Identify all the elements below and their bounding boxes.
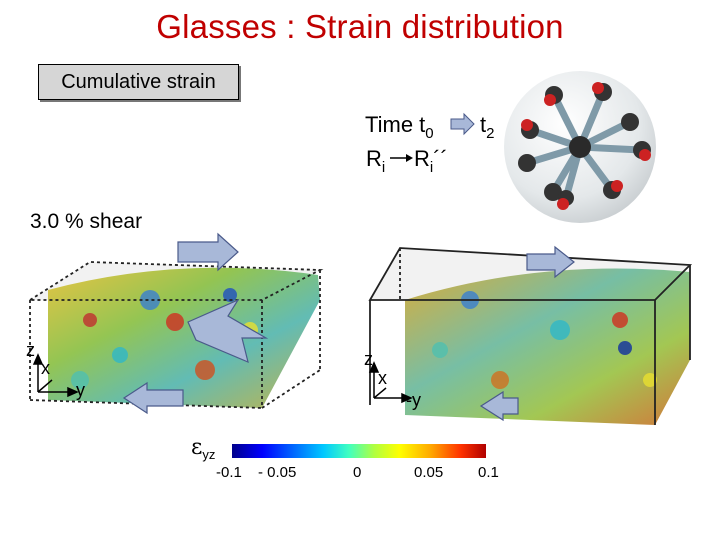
left-axes-glyph [32,353,79,398]
shear-arrow-right-top [526,245,575,279]
r-prefix: R [366,146,382,171]
colorbar-symbol: εyz [191,435,216,462]
right-axis-x: x [378,368,387,388]
time-sub-end: 2 [486,125,495,142]
slide-title: Glasses : Strain distribution [156,8,564,45]
cumulative-strain-label: Cumulative strain [38,64,239,100]
colorbar-tick: 0.05 [414,464,444,481]
time-arrow [450,112,475,136]
colorbar-tick: 0.1 [478,464,499,481]
time-end: t [480,112,487,137]
r-label: Ri [366,146,385,176]
shear-arrow-right-bottom [479,390,519,422]
r2-primes: ´´ [433,146,448,171]
r2-label: Ri´´ [414,146,448,176]
colorbar-tick: - 0.05 [258,464,297,481]
colorbar-tick: -0.1 [216,464,242,481]
epsilon-symbol: ε [191,435,203,460]
shear-arrow-left-bottom [122,381,184,415]
time-sub-start: 0 [425,125,434,142]
left-simulation-box [26,261,324,409]
colorbar-tick: 0 [353,464,362,481]
time-end-label: t2 [480,112,494,142]
right-axis-y: -y [406,390,421,410]
shear-label: 3.0 % shear [30,210,143,233]
colorbar-gradient [232,444,486,458]
right-simulation-box [368,247,693,425]
time-label: Time t0 [365,112,434,142]
r2-sub: i [429,159,434,176]
shear-arrow-left-diagonal [187,298,269,364]
r2-prefix: R [414,146,430,171]
left-axis-z: z [26,340,35,360]
r-arrow [390,154,413,162]
left-axis-x: x [41,358,50,378]
r-sub: i [381,159,386,176]
neighbor-cluster-illustration [504,71,656,223]
epsilon-subscript: yz [202,447,216,462]
shear-arrow-left-top [177,232,239,272]
right-axes-glyph [368,361,413,404]
right-axis-z: z [364,349,373,369]
time-prefix: Time t [365,112,426,137]
left-axis-y: -y [70,380,85,400]
